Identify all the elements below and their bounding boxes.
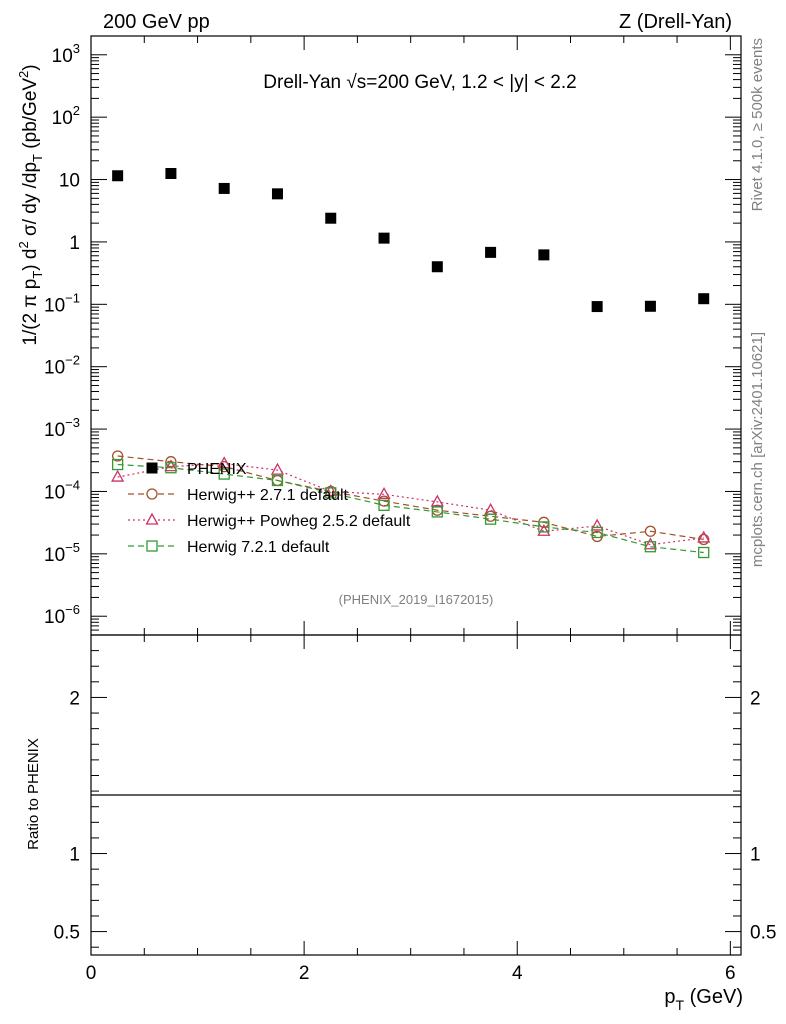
- y-tick-label: 103: [52, 41, 80, 67]
- data-point-powheg: [430, 494, 444, 507]
- data-point-herwig7: [591, 526, 603, 539]
- data-point-herwig7: [378, 499, 390, 511]
- legend-label: Herwig 7.2.1 default: [187, 539, 330, 556]
- data-point-powheg: [270, 462, 285, 475]
- data-point-herwig7: [431, 506, 443, 518]
- data-point-herwigpp: [111, 450, 124, 462]
- data-point-phenix: [271, 188, 283, 200]
- data-point-powheg: [324, 484, 338, 497]
- y-tick-label: 1: [69, 233, 80, 254]
- data-point-powheg: [697, 530, 711, 543]
- y-tick-label: 10−4: [44, 477, 80, 503]
- ratio-tick-label-left: 2: [69, 688, 80, 709]
- y-tick-label: 10−5: [44, 540, 80, 566]
- y-axis-label: 1/(2 π pT) d2 σ/ dy /dpT (pb/GeV2): [16, 64, 45, 345]
- legend: PHENIX Herwig++ 2.7.1 default Herwig++ Pow…: [128, 461, 411, 556]
- data-point-herwig7: [644, 541, 657, 553]
- x-tick-label: 0: [86, 963, 97, 984]
- data-point-phenix: [112, 170, 124, 182]
- y-tick-label: 10−2: [44, 353, 80, 379]
- data-point-herwigpp: [698, 533, 710, 546]
- legend-marker: [146, 488, 158, 500]
- data-point-powheg: [590, 518, 604, 531]
- series-line: [117, 463, 704, 554]
- ratio-tick-label-right: 1: [750, 845, 761, 866]
- data-point-herwigpp: [644, 525, 657, 537]
- legend-label: Herwig++ Powheg 2.5.2 default: [187, 513, 411, 530]
- data-point-powheg: [111, 469, 125, 482]
- data-point-phenix: [378, 232, 390, 244]
- data-point-herwig7: [698, 546, 710, 559]
- y-tick-label: 10−3: [44, 415, 80, 441]
- data-point-herwig7: [538, 521, 550, 533]
- data-point-herwig7: [271, 474, 284, 487]
- ratio-tick-label-left: 0.5: [54, 923, 80, 944]
- rivet-label: Rivet 4.1.0, ≥ 500k events: [749, 38, 766, 211]
- chart-title: Drell-Yan √s=200 GeV, 1.2 < |y| < 2.2: [263, 72, 576, 93]
- x-tick-label: 4: [512, 963, 523, 984]
- x-tick-label: 2: [299, 963, 310, 984]
- data-point-powheg: [217, 456, 231, 469]
- x-tick-label: 6: [725, 963, 736, 984]
- ratio-tick-label-right: 2: [750, 688, 761, 709]
- data-point-powheg: [164, 459, 178, 472]
- series-lines: [117, 455, 704, 554]
- data-point-phenix: [165, 167, 177, 179]
- ratio-tick-label-right: 0.5: [750, 923, 776, 944]
- data-point-phenix: [218, 182, 230, 194]
- data-point-herwig7: [165, 462, 177, 474]
- y-tick-label: 10: [59, 171, 80, 192]
- data-point-herwig7: [218, 468, 230, 480]
- legend-marker: [146, 540, 158, 552]
- data-point-phenix: [325, 212, 337, 224]
- data-point-phenix: [698, 293, 710, 305]
- legend-label: Herwig++ 2.7.1 default: [187, 487, 349, 504]
- header-left: 200 GeV pp: [103, 11, 210, 33]
- ratio-y-axis-label: Ratio to PHENIX: [25, 738, 42, 850]
- data-point-herwig7: [325, 487, 337, 499]
- legend-label: PHENIX: [187, 461, 247, 478]
- data-point-phenix: [431, 261, 443, 273]
- data-point-powheg: [377, 486, 391, 499]
- data-point-powheg: [643, 537, 658, 550]
- y-tick-label: 10−1: [44, 290, 80, 316]
- series-marks: [111, 167, 711, 559]
- mcplots-label: mcplots.cern.ch [arXiv:2401.10621]: [749, 332, 766, 567]
- analysis-id: (PHENIX_2019_I1672015): [339, 592, 494, 607]
- legend-marker: [145, 512, 159, 525]
- series-line: [117, 462, 704, 546]
- data-point-herwigpp: [165, 456, 177, 468]
- ratio-tick-label-left: 1: [69, 845, 80, 866]
- legend-marker: [146, 462, 158, 474]
- data-point-phenix: [591, 301, 603, 313]
- data-point-phenix: [644, 300, 656, 312]
- data-point-powheg: [537, 523, 551, 536]
- data-point-phenix: [485, 246, 497, 258]
- data-point-herwig7: [111, 458, 124, 471]
- data-point-herwig7: [484, 513, 497, 525]
- x-axis-label: pT (GeV): [664, 986, 743, 1013]
- header-right: Z (Drell-Yan): [619, 11, 732, 33]
- data-point-phenix: [538, 249, 550, 261]
- y-tick-label: 102: [52, 103, 80, 129]
- y-tick-label: 10−6: [44, 602, 80, 628]
